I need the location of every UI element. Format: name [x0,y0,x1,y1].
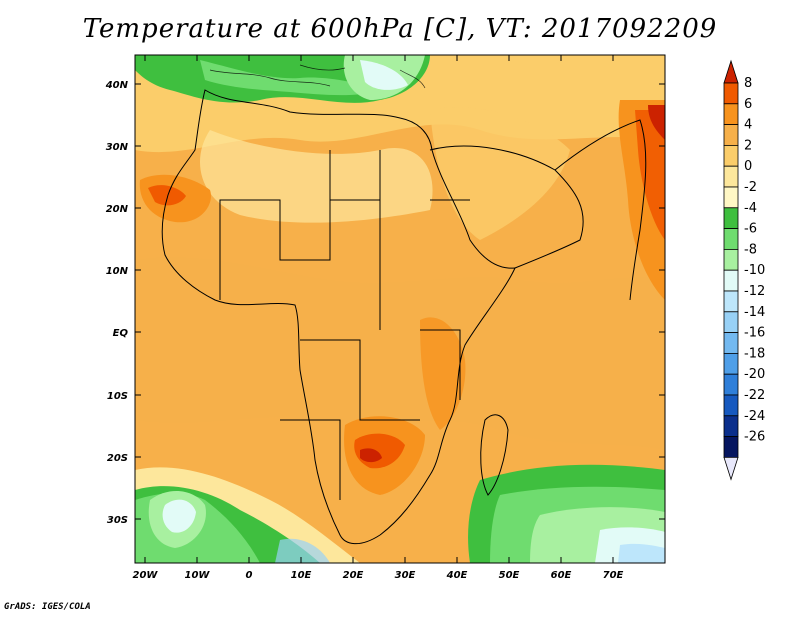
colorbar-swatch [723,436,739,458]
grads-credit: GrADS: IGES/COLA [4,602,91,612]
colorbar-label: -20 [744,367,765,382]
colorbar-swatch [723,290,739,313]
lat-label: 10N [106,266,129,277]
colorbar-label: -12 [744,284,765,299]
colorbar-label: -16 [744,326,765,341]
colorbar-swatch [723,186,739,209]
colorbar-label: -26 [744,430,765,445]
colorbar-swatch [723,207,739,230]
lon-label: 20E [343,570,364,581]
colorbar-swatch [723,124,739,146]
plot-frame [134,54,666,564]
temperature-field [135,55,665,563]
colorbar-label: 8 [744,76,752,91]
colorbar-swatch [723,352,739,375]
colorbar-swatch [723,415,739,437]
colorbar-label: 2 [744,138,752,153]
colorbar-label: -18 [744,346,765,361]
lon-label: 20W [133,570,159,581]
lon-label: 60E [551,570,572,581]
axis-ticks [135,55,665,563]
lat-label: 20N [106,204,129,215]
lon-label: 40E [446,570,468,581]
colorbar-swatch [723,144,739,167]
colorbar-label: 0 [744,159,752,174]
lon-label: 30E [395,570,416,581]
lon-label: 70E [603,570,624,581]
map-title: Temperature at 600hPa [C], VT: 201709220… [82,14,718,44]
colorbar-label: 6 [744,97,752,112]
lat-label: EQ [113,328,129,339]
colorbar-swatch [723,311,739,333]
colorbar-label: -8 [744,242,757,257]
colorbar-swatch [723,269,739,292]
colorbar-swatch [723,373,739,396]
colorbar-swatch [723,228,739,250]
colorbar-label: 4 [744,118,752,133]
colorbar-swatch [723,103,739,126]
lon-label: 0 [246,570,253,581]
colorbar-label: -2 [744,180,757,195]
colorbar-swatch [723,82,739,105]
lat-label: 10S [107,391,128,402]
lon-label: 50E [499,570,520,581]
lon-label: 10E [291,570,312,581]
coastlines [161,89,647,545]
lat-label: 40N [105,80,129,91]
colorbar: 8 6 4 2 0 -2 -4 -6 -8 -10 -12 -14 -16 -18 -20 -22 -24 -26 [723,59,765,481]
colorbar-label: -4 [744,201,757,216]
colorbar-label: -22 [744,388,765,403]
colorbar-swatch [723,165,739,188]
colorbar-label: -14 [744,305,765,320]
colorbar-swatch [723,394,739,417]
colorbar-top-arrow [723,59,739,84]
colorbar-bottom-arrow [723,456,739,481]
latitude-labels: 40N 30N 20N 10N EQ 10S 20S 30S [105,80,129,526]
longitude-labels: 20W 10W 0 10E 20E 30E 40E 50E 60E 70E [133,570,624,581]
lon-label: 10W [185,570,211,581]
lat-label: 30S [107,515,128,526]
colorbar-swatch [723,248,739,271]
lat-label: 20S [107,453,128,464]
lat-label: 30N [106,142,129,153]
colorbar-label: -10 [744,263,765,278]
colorbar-label: -6 [744,222,757,237]
colorbar-swatch [723,332,739,354]
colorbar-label: -24 [744,409,765,424]
